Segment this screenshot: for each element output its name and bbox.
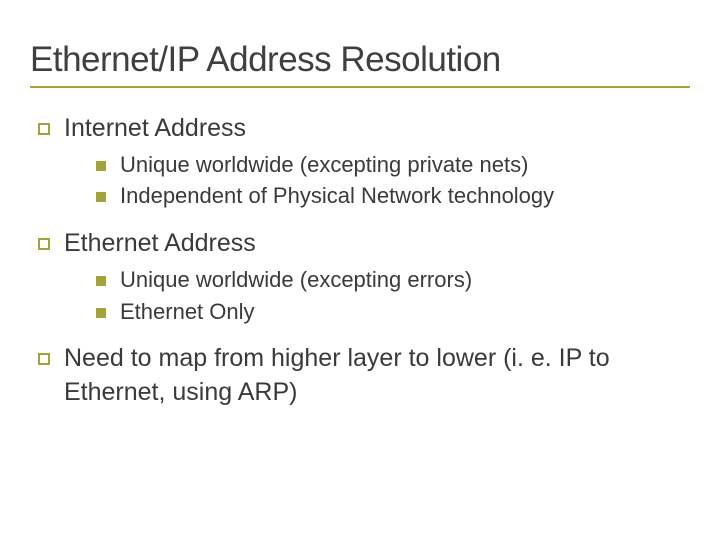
bullet-text: Ethernet Address — [64, 227, 256, 261]
hollow-square-icon — [38, 238, 50, 250]
hollow-square-icon — [38, 353, 50, 365]
filled-square-icon — [96, 308, 106, 318]
bullet-level1: Internet Address — [38, 112, 690, 146]
bullet-level1: Ethernet Address — [38, 227, 690, 261]
filled-square-icon — [96, 161, 106, 171]
bullet-text: Need to map from higher layer to lower (… — [64, 342, 690, 410]
bullet-text: Independent of Physical Network technolo… — [120, 181, 554, 211]
bullet-text: Unique worldwide (excepting private nets… — [120, 150, 528, 180]
bullet-level2: Unique worldwide (excepting private nets… — [96, 150, 690, 180]
slide-title: Ethernet/IP Address Resolution — [30, 30, 690, 88]
bullet-level2: Ethernet Only — [96, 297, 690, 327]
filled-square-icon — [96, 192, 106, 202]
bullet-text: Unique worldwide (excepting errors) — [120, 265, 472, 295]
bullet-text: Internet Address — [64, 112, 246, 146]
bullet-text: Ethernet Only — [120, 297, 255, 327]
hollow-square-icon — [38, 123, 50, 135]
bullet-level1: Need to map from higher layer to lower (… — [38, 342, 690, 410]
bullet-level2: Independent of Physical Network technolo… — [96, 181, 690, 211]
filled-square-icon — [96, 276, 106, 286]
bullet-level2: Unique worldwide (excepting errors) — [96, 265, 690, 295]
